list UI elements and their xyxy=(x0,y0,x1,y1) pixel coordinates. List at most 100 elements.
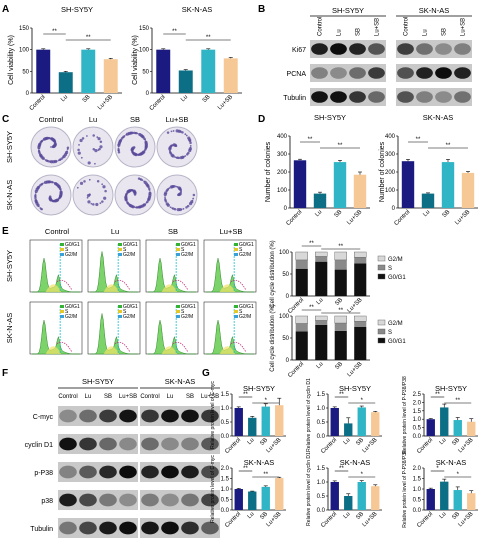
histogram-legend-swatch xyxy=(176,310,180,313)
blot-band xyxy=(59,409,77,423)
y-tick-label: 100 xyxy=(279,250,290,256)
panel-e-flow-histograms: Control Lu SB Lu+SBSH-SY5YG0/G1SG2/MG0/G1SG… xyxy=(5,227,257,355)
bar-control xyxy=(234,408,243,436)
colony-dot xyxy=(181,131,184,134)
histogram-s-area xyxy=(45,346,62,354)
colony-dot xyxy=(172,130,175,132)
chart-title: SH-SY5Y xyxy=(61,5,93,14)
blot-row-label: C-myc xyxy=(33,414,54,421)
panel-e-stacked-chart-sk-n-as: 0 50 100 Control Lu SB Lu+SB ** ** Cell cycle dis… xyxy=(270,304,406,379)
y-tick-label: 200 xyxy=(385,170,396,176)
colony-dot xyxy=(164,196,166,199)
blot-band xyxy=(368,91,385,103)
x-tick-label: SB xyxy=(82,94,92,104)
x-tick-label: Lu+SB xyxy=(97,94,114,111)
colony-dot xyxy=(188,138,192,142)
y-tick-label: 100 xyxy=(277,188,288,194)
x-tick-label: Lu+SB xyxy=(362,511,379,528)
histogram-g2m-curve xyxy=(172,279,188,290)
stack-legend-label: S xyxy=(388,266,392,272)
colony-dot xyxy=(36,186,40,190)
blot-band xyxy=(141,465,159,479)
histogram-g0g1-area xyxy=(89,313,139,355)
blot-band xyxy=(349,91,366,103)
colony-dot xyxy=(92,134,95,137)
colony-dot xyxy=(45,136,49,140)
bar-sb xyxy=(201,49,216,93)
histogram-legend-label: S xyxy=(123,309,127,315)
y-tick-label: 100 xyxy=(19,48,30,54)
blot-band xyxy=(349,67,366,79)
colony-dot xyxy=(87,200,91,204)
colony-dot xyxy=(144,145,148,149)
colony-dot xyxy=(76,186,79,189)
blot-membrane xyxy=(58,490,138,510)
x-tick-label: Control xyxy=(149,94,167,112)
blot-membrane xyxy=(58,434,138,454)
stack-g2m xyxy=(334,251,347,261)
blot-band xyxy=(59,521,77,535)
significance-mark: ** xyxy=(435,392,440,398)
stack-s xyxy=(315,256,328,262)
x-tick-label: Lu xyxy=(314,209,323,218)
colony-dot xyxy=(164,198,167,202)
colony-dot xyxy=(122,135,125,138)
colony-dot xyxy=(185,206,188,209)
colony-dot xyxy=(176,186,179,188)
significance-mark: ** xyxy=(308,137,313,143)
x-tick-label: Lu xyxy=(343,437,352,446)
colony-dot xyxy=(104,189,107,193)
y-tick-label: 0.5 xyxy=(221,420,230,426)
plate-column-label: Lu xyxy=(89,115,97,124)
colony-dot xyxy=(139,178,143,181)
blot-lane-label: Lu+SB xyxy=(375,18,381,36)
chart-title: SK-N-AS xyxy=(340,458,370,467)
stack-g0g1 xyxy=(354,327,367,360)
blot-band xyxy=(99,437,117,451)
colony-dot xyxy=(58,194,63,198)
stack-s xyxy=(295,259,308,269)
panel-label-c: C xyxy=(2,114,9,125)
stack-legend-swatch xyxy=(377,264,386,271)
bar-sb xyxy=(357,407,366,436)
histogram-g2m-curve xyxy=(230,279,246,290)
histogram-legend-label: G2/M xyxy=(123,252,135,258)
blot-band xyxy=(119,493,137,507)
blot-band xyxy=(435,43,452,55)
colony-dot xyxy=(34,199,38,203)
y-tick-label: 50 xyxy=(282,272,289,278)
bar-sb xyxy=(81,49,96,93)
y-tick-label: 2.0 xyxy=(413,466,422,472)
colony-dot xyxy=(96,179,100,183)
colony-dot xyxy=(146,184,150,188)
colony-dot xyxy=(125,133,128,136)
histogram-legend-swatch xyxy=(234,315,238,318)
colony-dot xyxy=(56,199,59,202)
plate-row-label: SK-N-AS xyxy=(5,180,14,210)
blot-band xyxy=(330,67,347,79)
bar-lu xyxy=(58,72,73,93)
colony-dot xyxy=(87,161,91,165)
stack-legend-label: G0/G1 xyxy=(388,339,406,345)
blot-band xyxy=(79,493,97,507)
colony-dot xyxy=(51,138,53,140)
colony-dot xyxy=(65,152,68,155)
stack-legend-swatch xyxy=(377,255,386,262)
y-tick-label: 50 xyxy=(142,69,149,75)
colony-dot xyxy=(43,158,45,160)
panel-label-b: B xyxy=(258,4,265,15)
x-tick-label: Lu+SB xyxy=(266,511,283,528)
colony-dot xyxy=(42,138,45,141)
x-tick-label: Lu+SB xyxy=(454,209,471,226)
colony-dot xyxy=(169,206,172,209)
histogram-g0g1-area xyxy=(89,251,139,293)
x-tick-label: Lu xyxy=(316,361,325,370)
colony-dot xyxy=(102,185,106,189)
stack-legend-swatch xyxy=(377,328,386,335)
colony-dot xyxy=(50,180,54,184)
blot-band xyxy=(181,437,199,451)
histogram-legend-swatch xyxy=(118,253,122,256)
blot-row-label: cyclin D1 xyxy=(25,442,54,449)
histogram-legend-swatch xyxy=(176,305,180,308)
panel-label-d: D xyxy=(258,114,265,125)
